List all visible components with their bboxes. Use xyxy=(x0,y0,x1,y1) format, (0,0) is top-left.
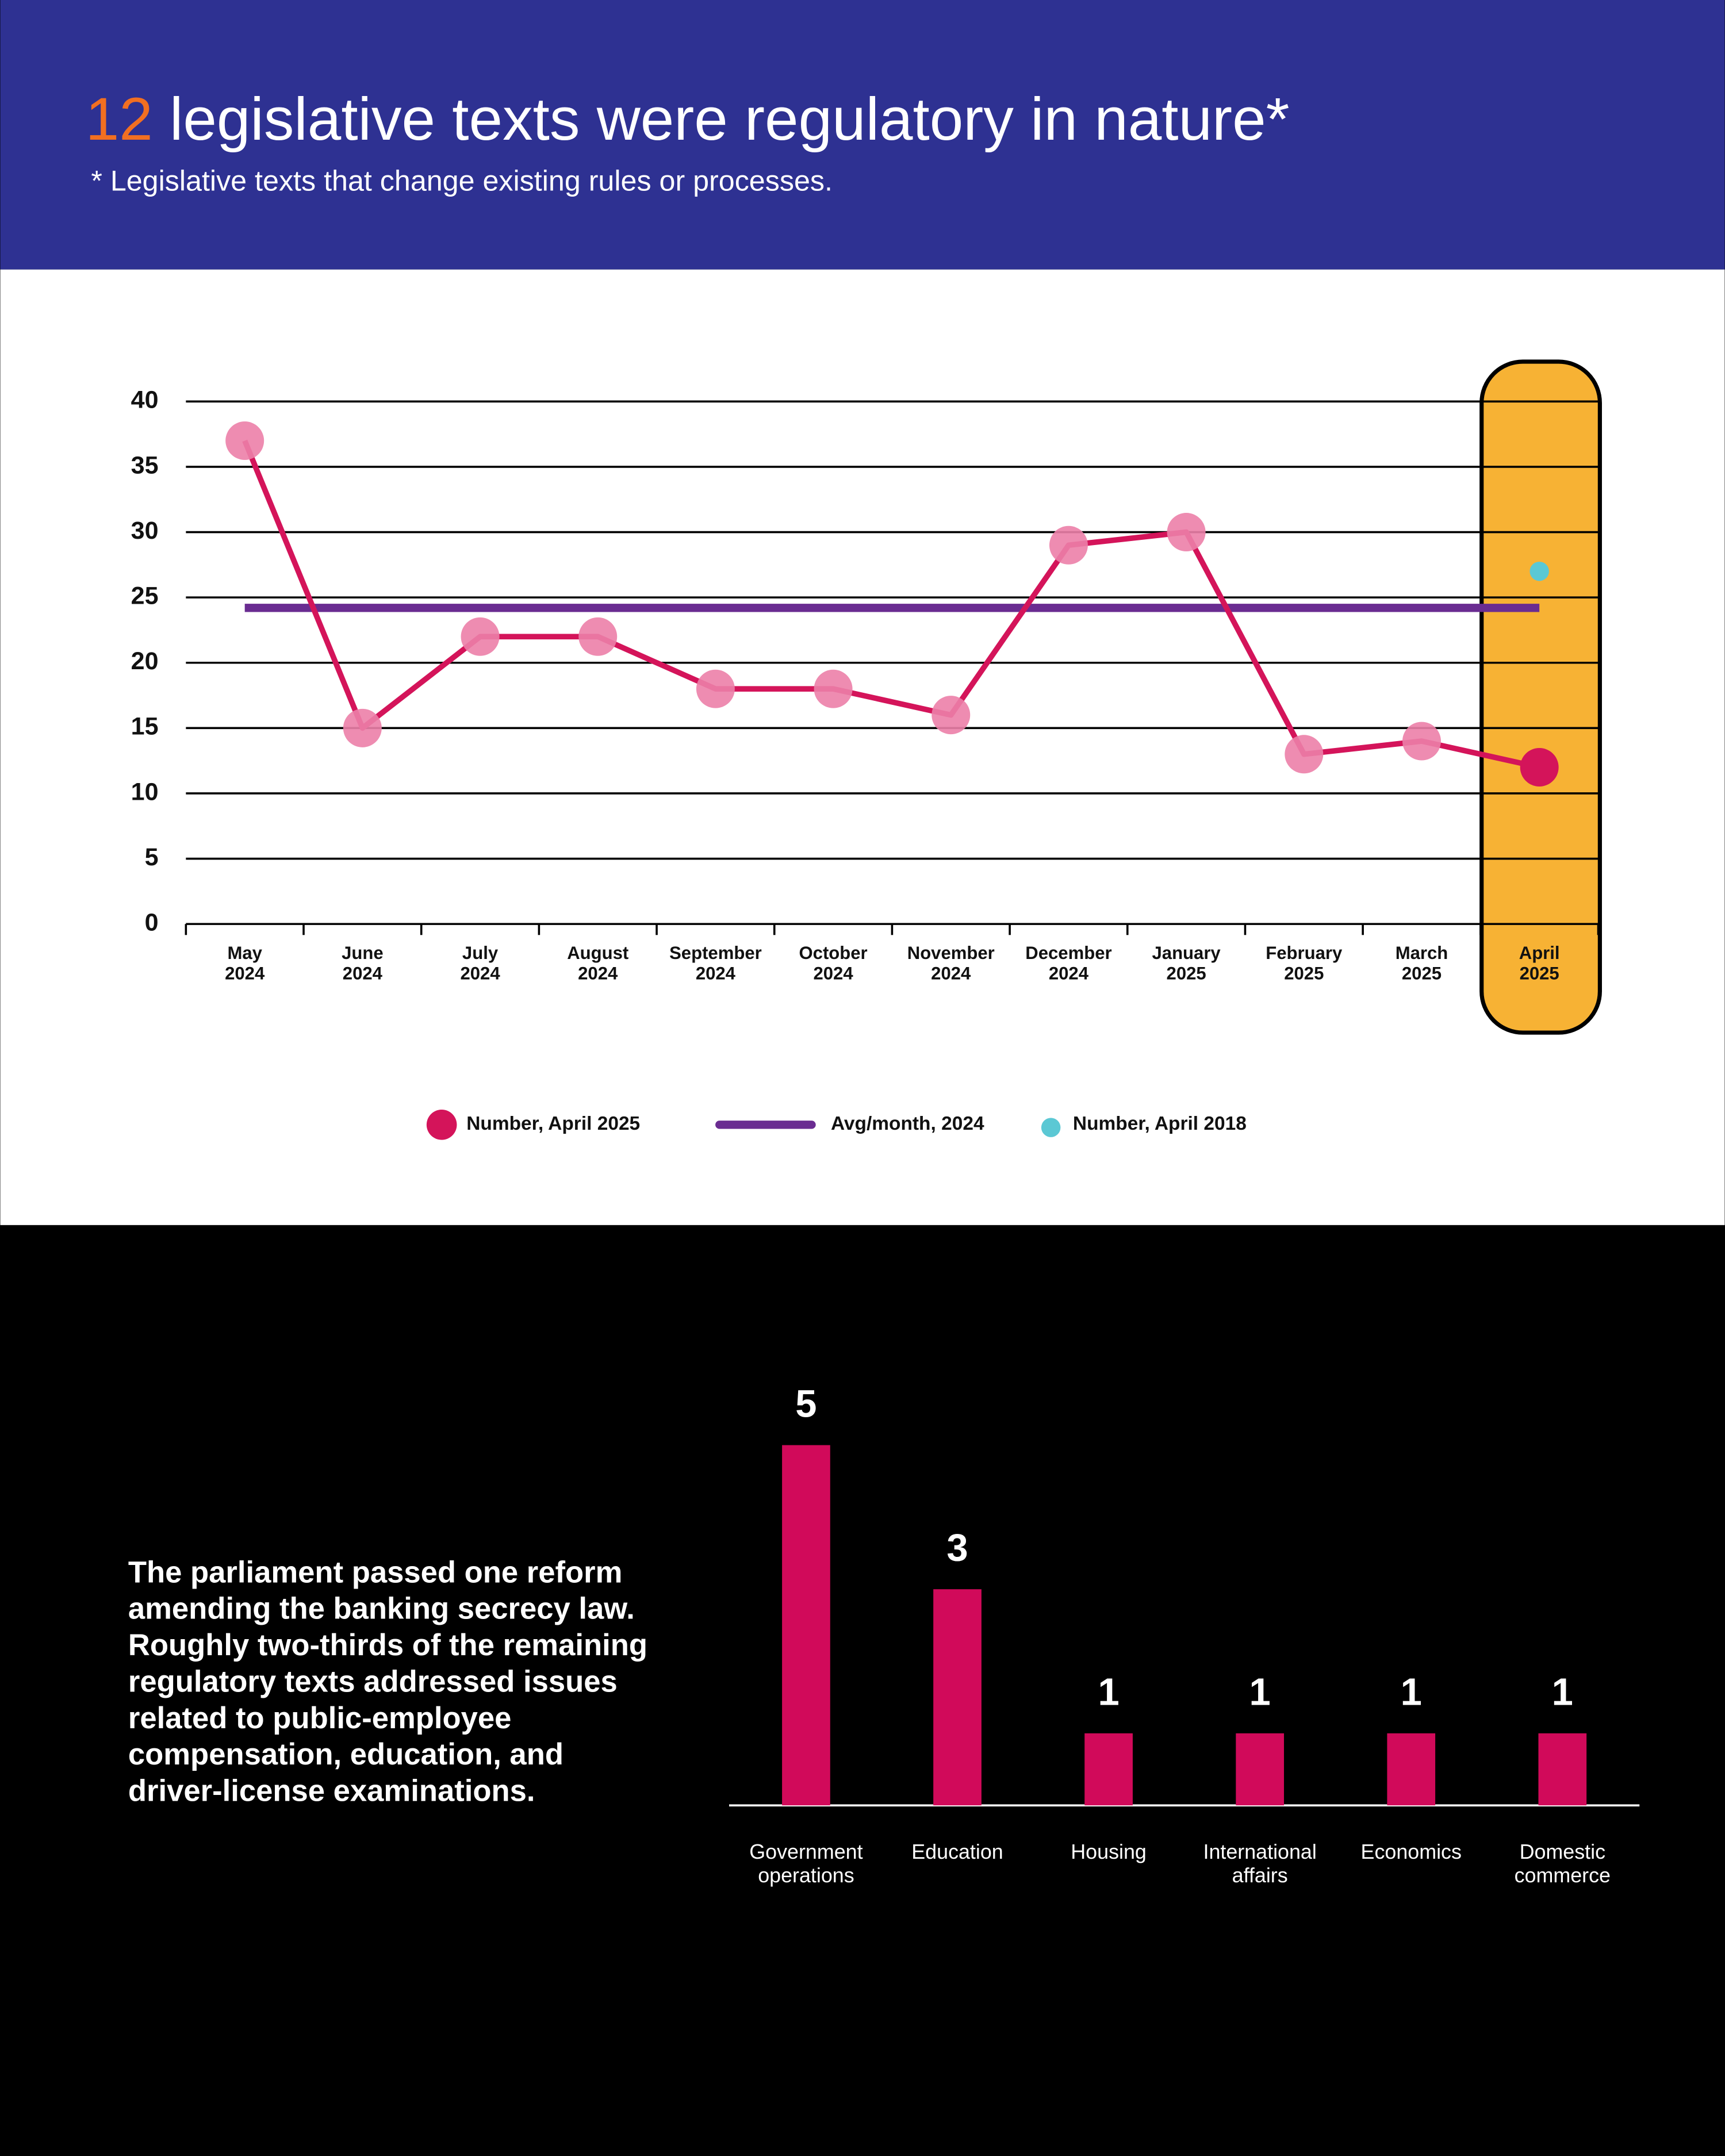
y-tick-label: 25 xyxy=(131,582,159,610)
header-band xyxy=(0,0,1725,270)
subtitle: * Legislative texts that change existing… xyxy=(91,164,833,197)
data-point xyxy=(461,617,500,656)
note-line: Roughly two-thirds of the remaining xyxy=(128,1628,647,1662)
x-tick-label: September 2024 xyxy=(669,943,762,984)
x-tick-label: December 2024 xyxy=(1025,943,1111,984)
data-point xyxy=(1402,722,1441,761)
headline-number: 12 xyxy=(86,86,153,153)
x-tick-label: January 2025 xyxy=(1152,943,1221,984)
legend-label: Number, April 2018 xyxy=(1073,1113,1247,1134)
value-label: 1 xyxy=(1552,1671,1573,1714)
highlight-box xyxy=(1479,359,1602,1035)
data-point xyxy=(578,617,618,656)
x-tick-label: Domestic commerce xyxy=(1515,1840,1611,1887)
x-tick-label: March 2025 xyxy=(1396,943,1448,984)
y-tick-label: 35 xyxy=(131,451,159,479)
x-tick-label: May 2024 xyxy=(225,943,265,984)
data-point xyxy=(931,696,971,735)
data-point xyxy=(814,669,853,708)
data-point xyxy=(696,669,735,708)
y-tick-label: 40 xyxy=(131,386,159,414)
headline-text: legislative texts were regulatory in nat… xyxy=(170,86,1290,153)
data-point xyxy=(225,421,264,460)
value-label: 3 xyxy=(946,1526,968,1570)
y-tick-label: 5 xyxy=(145,843,159,871)
value-label: 5 xyxy=(795,1382,816,1425)
x-tick-label: April 2025 xyxy=(1519,943,1560,984)
bar xyxy=(1236,1733,1285,1806)
x-tick-label: August 2024 xyxy=(567,943,628,984)
note-line: driver-license examinations. xyxy=(128,1774,535,1808)
x-tick-label: Education xyxy=(911,1840,1003,1863)
x-tick-label: July 2024 xyxy=(460,943,500,984)
headline: 12 legislative texts were regulatory in … xyxy=(86,86,1290,153)
note-line: compensation, education, and xyxy=(128,1737,564,1771)
data-point xyxy=(1520,748,1559,787)
data-point xyxy=(343,708,382,747)
bar xyxy=(933,1589,982,1806)
bar xyxy=(1387,1733,1436,1806)
y-tick-label: 15 xyxy=(131,713,159,741)
data-point xyxy=(1285,735,1324,774)
bar xyxy=(782,1445,830,1806)
note-line: regulatory texts addressed issues xyxy=(128,1664,618,1698)
note-line: The parliament passed one reform xyxy=(128,1555,623,1589)
chart-panel xyxy=(0,269,1725,1225)
legend-swatch xyxy=(426,1110,457,1140)
note-line: amending the banking secrecy law. xyxy=(128,1592,635,1626)
series-line xyxy=(242,439,1540,770)
x-tick-label: Economics xyxy=(1361,1840,1462,1863)
note-line: related to public-employee xyxy=(128,1701,512,1735)
value-label: 1 xyxy=(1401,1671,1422,1714)
bar xyxy=(1538,1733,1587,1806)
x-tick-label: October 2024 xyxy=(799,943,868,984)
value-label: 1 xyxy=(1098,1671,1119,1714)
x-tick-label: Housing xyxy=(1071,1840,1147,1863)
bar-panel xyxy=(0,1225,1725,2156)
y-tick-label: 0 xyxy=(145,909,159,937)
value-label: 1 xyxy=(1249,1671,1271,1714)
data-point xyxy=(1167,513,1206,552)
x-tick-label: International affairs xyxy=(1203,1840,1316,1887)
reference-point xyxy=(1529,561,1549,581)
x-tick-label: June 2024 xyxy=(342,943,384,984)
x-tick-label: February 2025 xyxy=(1266,943,1343,984)
legend-label: Number, April 2025 xyxy=(466,1113,640,1134)
y-tick-label: 30 xyxy=(131,517,159,544)
x-tick-label: November 2024 xyxy=(907,943,995,984)
x-tick-label: Government operations xyxy=(749,1840,862,1887)
data-point xyxy=(1049,525,1088,565)
legend-label: Avg/month, 2024 xyxy=(831,1113,984,1134)
y-tick-label: 20 xyxy=(131,647,159,675)
legend-swatch xyxy=(1041,1118,1061,1137)
bar xyxy=(1084,1733,1133,1806)
y-tick-label: 10 xyxy=(131,778,159,805)
